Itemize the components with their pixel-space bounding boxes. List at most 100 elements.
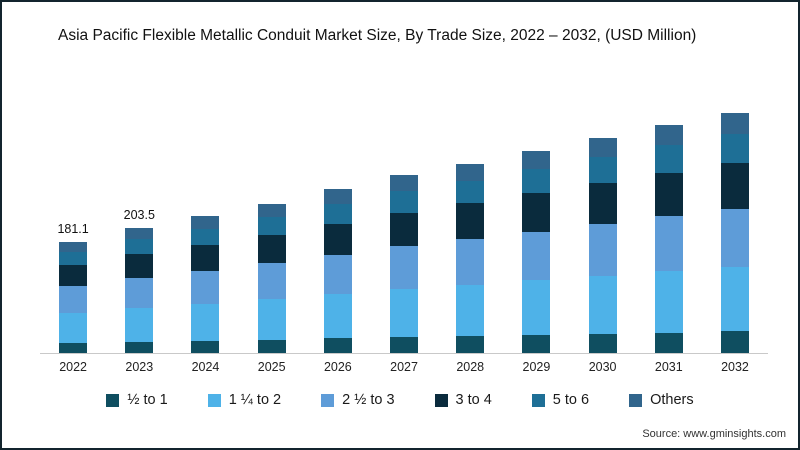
bar-segment (191, 271, 220, 304)
source-attribution: Source: www.gminsights.com (642, 428, 786, 440)
bar-segment (654, 216, 683, 271)
stacked-bar (257, 203, 286, 353)
bar-segment (390, 175, 419, 192)
legend-swatch-icon (321, 393, 335, 407)
plot-wrap: 181.1 203.5 2022 2023 2024 2025 2026 2027 2028 2… (40, 102, 768, 380)
bar-segment (257, 263, 286, 300)
bar-segment (125, 239, 154, 255)
bar-segment (522, 168, 551, 194)
legend-swatch-icon (207, 393, 221, 407)
bar-segment (720, 266, 749, 332)
bar-segment (323, 204, 352, 224)
legend-item: Others (629, 392, 694, 408)
bar-segment (323, 294, 352, 339)
bar-segment (456, 203, 485, 240)
bar-segment (654, 332, 683, 353)
legend-swatch-icon (531, 393, 545, 407)
bar-segment (654, 172, 683, 217)
stacked-bar (59, 241, 88, 353)
bar-column (636, 104, 702, 353)
bar-value-label: 181.1 (57, 221, 89, 236)
bar-column (305, 168, 371, 353)
bar-segment (125, 341, 154, 353)
stacked-bar (390, 175, 419, 353)
bar-segment (257, 203, 286, 217)
bar-segment (59, 241, 88, 252)
bar-segment (125, 254, 154, 278)
bar-segment (191, 340, 220, 353)
bar-segment (654, 124, 683, 146)
x-axis-tick-label: 2031 (654, 360, 683, 374)
x-axis-tick-label: 2027 (390, 360, 418, 374)
bar-segment (59, 343, 88, 353)
bar-segment (125, 227, 154, 240)
stacked-bar (125, 227, 154, 353)
bar-segment (191, 245, 220, 272)
stacked-bar (456, 163, 485, 353)
bar-segment (720, 331, 749, 353)
bar-segment (390, 337, 419, 353)
bar-segment (588, 333, 617, 353)
bar-column: 181.1 (40, 221, 106, 353)
bar-segment (323, 223, 352, 255)
x-axis-labels: 2022 2023 2024 2025 2026 2027 2028 2029 2030 2031… (40, 354, 768, 380)
bar-segment (257, 234, 286, 264)
bar-column (702, 92, 768, 353)
bar-segment (323, 254, 352, 295)
stacked-bar (654, 124, 683, 353)
stacked-bar (588, 137, 617, 353)
legend-label: 2 ½ to 3 (342, 392, 395, 408)
bar-segment (456, 163, 485, 181)
bar-segment (522, 193, 551, 232)
stacked-bar (323, 189, 352, 353)
bar-segment (456, 239, 485, 285)
x-axis-tick-label: 2024 (191, 360, 220, 374)
bar-segment (456, 336, 485, 353)
x-axis-tick-label: 2023 (125, 360, 154, 374)
stacked-bar (522, 150, 551, 353)
bar-segment (588, 182, 617, 224)
x-axis-tick-label: 2022 (59, 360, 87, 374)
legend-swatch-icon (106, 393, 120, 407)
bar-segment (59, 312, 88, 343)
x-axis-tick-label: 2026 (323, 360, 352, 374)
bar-segment (720, 163, 749, 209)
bar-segment (125, 277, 154, 308)
bar-column (503, 130, 569, 353)
bar-segment (191, 303, 220, 341)
legend-label: 3 to 4 (455, 392, 492, 408)
bar-column (371, 154, 437, 353)
bar-segment (588, 157, 617, 183)
bar-segment (257, 216, 286, 235)
bar-segment (522, 280, 551, 335)
bar-segment (588, 223, 617, 276)
x-axis-tick-label: 2030 (588, 360, 617, 374)
bar-segment (654, 270, 683, 333)
bar-segment (720, 112, 749, 135)
bar-segment (59, 251, 88, 265)
bar-segment (390, 246, 419, 289)
legend-swatch-icon (629, 393, 643, 407)
bar-segment (588, 275, 617, 334)
legend-item: 5 to 6 (531, 392, 589, 408)
bar-segment (456, 180, 485, 204)
bar-column (239, 183, 305, 353)
legend-item: 1 ¼ to 2 (207, 392, 281, 408)
legend-item: ½ to 1 (106, 392, 168, 408)
bar-column (437, 143, 503, 353)
stacked-bar (191, 216, 220, 353)
plot-area: 181.1 203.5 (40, 102, 768, 354)
legend-label: ½ to 1 (127, 392, 168, 408)
bar-segment (257, 339, 286, 353)
legend-item: 2 ½ to 3 (321, 392, 395, 408)
bar-segment (720, 134, 749, 164)
bar-column (172, 195, 238, 353)
bar-segment (59, 264, 88, 287)
x-axis-tick-label: 2029 (522, 360, 551, 374)
bar-segment (323, 338, 352, 353)
bar-column: 203.5 (106, 207, 172, 353)
bar-segment (191, 228, 220, 246)
bar-segment (720, 208, 749, 267)
bar-segment (390, 191, 419, 213)
legend-item: 3 to 4 (434, 392, 492, 408)
